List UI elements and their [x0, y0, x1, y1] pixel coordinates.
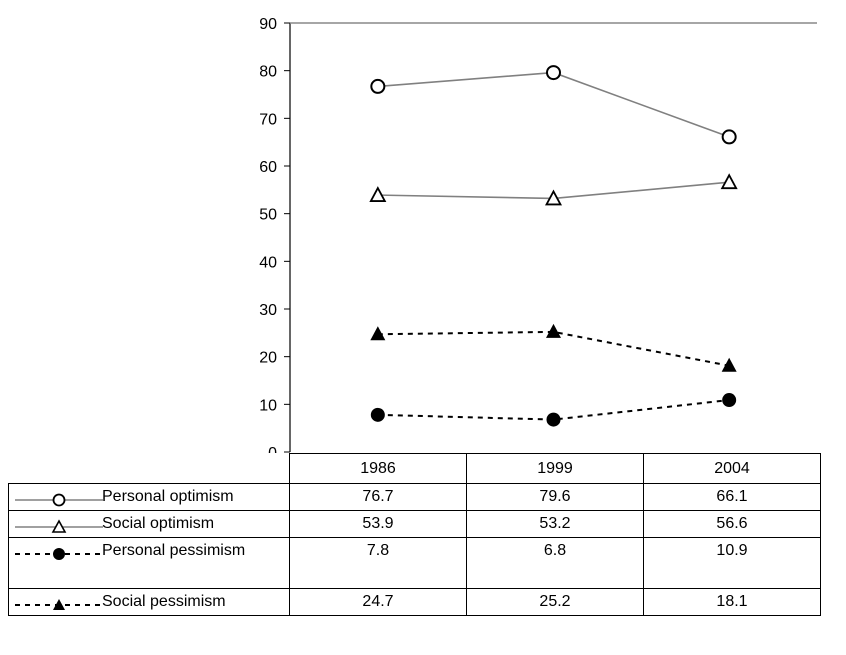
point-personal-pessimism — [370, 407, 385, 422]
row-label: Social pessimism — [102, 593, 226, 610]
y-tick-label: 90 — [259, 16, 277, 33]
cell-value: 18.1 — [643, 588, 821, 616]
point-personal-optimism — [546, 65, 561, 81]
series-markers — [369, 65, 738, 427]
point-social-optimism — [720, 173, 738, 190]
table-row-social-pessimism: Social pessimism 24.7 25.2 18.1 — [8, 588, 821, 616]
row-label: Personal pessimism — [102, 542, 246, 559]
y-tick-label: 60 — [259, 159, 277, 176]
point-personal-optimism — [370, 78, 386, 94]
table-header-row: 1986 1999 2004 — [8, 453, 821, 484]
y-tick-label: 80 — [259, 64, 277, 81]
line-chart: 0 10 20 30 40 50 60 70 80 90 — [259, 16, 817, 453]
cell-value: 7.8 — [289, 537, 467, 589]
row-label: Personal optimism — [102, 488, 234, 505]
cell-value: 66.1 — [643, 483, 821, 511]
point-personal-optimism — [721, 129, 737, 145]
y-tick-label: 10 — [259, 397, 277, 414]
series-line-personal-optimism — [377, 71, 730, 138]
cell-value: 53.9 — [289, 510, 467, 538]
point-social-optimism — [544, 189, 563, 206]
y-tick-label: 50 — [259, 207, 277, 224]
legend-key-filled-triangle-icon — [15, 599, 103, 610]
y-tick-label: 40 — [259, 254, 277, 271]
y-axis-ticks: 0 10 20 30 40 50 60 70 80 90 — [259, 16, 290, 453]
legend-key-open-triangle-icon — [15, 519, 103, 533]
cell-value: 6.8 — [466, 537, 644, 589]
point-social-optimism — [369, 186, 387, 202]
chart-axes — [289, 22, 817, 452]
point-social-pessimism — [721, 357, 737, 372]
series-line-personal-pessimism — [377, 399, 730, 421]
table-row-personal-pessimism: Personal pessimism 7.8 6.8 10.9 — [8, 537, 821, 589]
y-tick-label: 20 — [259, 350, 277, 367]
category-1999: 1999 — [466, 453, 644, 484]
category-2004: 2004 — [643, 453, 821, 484]
table-row-social-optimism: Social optimism 53.9 53.2 56.6 — [8, 510, 821, 538]
legend-key-filled-circle-icon — [15, 548, 103, 560]
y-tick-label: 0 — [268, 445, 277, 453]
category-1986: 1986 — [289, 453, 467, 484]
cell-value: 24.7 — [289, 588, 467, 616]
cell-value: 10.9 — [643, 537, 821, 589]
point-personal-pessimism — [546, 412, 561, 427]
cell-value: 76.7 — [289, 483, 467, 511]
cell-value: 56.6 — [643, 510, 821, 538]
y-tick-label: 70 — [259, 111, 277, 128]
table-row-personal-optimism: Personal optimism 76.7 79.6 66.1 — [8, 483, 821, 511]
row-label: Social optimism — [102, 515, 215, 532]
point-social-pessimism — [546, 323, 561, 338]
y-tick-label: 30 — [259, 302, 277, 319]
data-table: 1986 1999 2004 Personal optimism 76.7 79… — [8, 453, 821, 616]
point-social-pessimism — [370, 326, 386, 341]
series-lines — [377, 71, 730, 421]
point-personal-pessimism — [722, 393, 737, 408]
cell-value: 25.2 — [466, 588, 644, 616]
series-line-social-pessimism — [377, 330, 730, 367]
cell-value: 79.6 — [466, 483, 644, 511]
legend-key-open-circle-icon — [15, 493, 103, 507]
cell-value: 53.2 — [466, 510, 644, 538]
